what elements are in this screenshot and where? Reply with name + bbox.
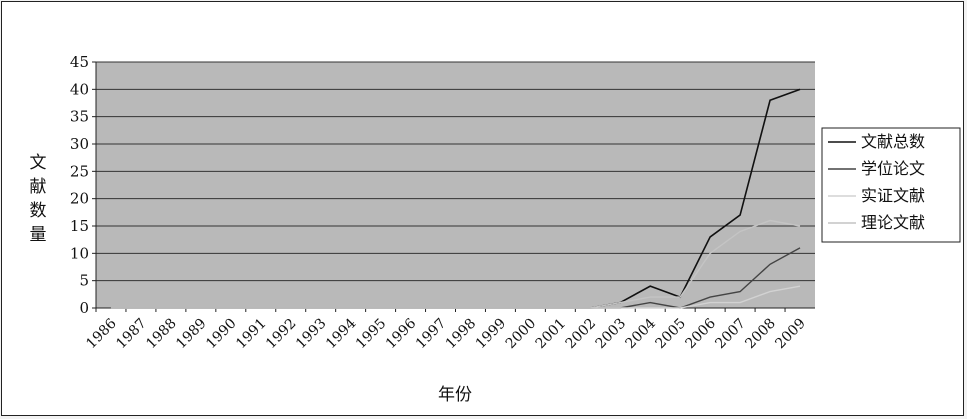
series-lines [110,88,801,309]
x-tick-label: 1990 [203,316,240,353]
x-tick-label: 2005 [653,316,690,353]
x-tick-label: 2007 [712,316,749,353]
y-tick-label: 5 [79,272,89,290]
x-tick-label: 1987 [113,316,150,353]
x-tick-label: 1991 [233,316,270,353]
y-tick-label: 25 [70,162,89,180]
x-tick-label: 1992 [263,316,300,353]
y-tick-label: 0 [79,299,89,317]
x-tick-label: 2002 [563,316,600,353]
x-tick-label: 2008 [742,316,779,353]
x-tick-label: 1995 [353,316,390,353]
x-tick-label: 1988 [143,316,180,353]
x-tick-label: 2000 [503,316,540,353]
y-tick-label: 10 [70,244,89,262]
y-tick-label: 40 [70,80,89,98]
y-tick-label: 35 [70,108,89,126]
x-tick-label: 2003 [593,316,630,353]
legend-entry: 实证文献 [861,186,925,205]
y-tick-label: 30 [70,135,89,153]
y-axis-label: 文献数量 [30,153,47,245]
x-tick-label: 1993 [293,316,330,353]
x-tick-label: 2009 [772,316,809,353]
x-tick-label: 2001 [533,316,570,353]
y-tick-label: 20 [70,190,89,208]
x-tick-label: 1998 [443,316,480,353]
x-tick-label: 1989 [173,316,210,353]
legend-entry: 学位论文 [861,159,925,178]
x-tick-label: 2006 [682,315,719,352]
y-tick-label: 45 [70,53,89,71]
x-tick-label: 1997 [413,316,450,353]
x-tick-label: 1996 [383,315,420,352]
plot-area [96,62,815,308]
legend-entry: 文献总数 [861,132,925,151]
x-axis-ticks: 1986198719881989199019911992199319941995… [83,308,809,352]
x-tick-label: 2004 [623,315,660,352]
x-axis-label: 年份 [438,385,472,405]
y-axis-ticks: 0 5 10 15 20 25 30 35 40 45 [70,53,96,317]
x-tick-label: 1999 [473,316,510,353]
x-tick-label: 1986 [83,315,120,352]
legend-entry: 理论文献 [861,213,925,232]
series-line [110,219,801,309]
y-tick-label: 15 [70,217,89,235]
x-tick-label: 1994 [323,315,360,352]
